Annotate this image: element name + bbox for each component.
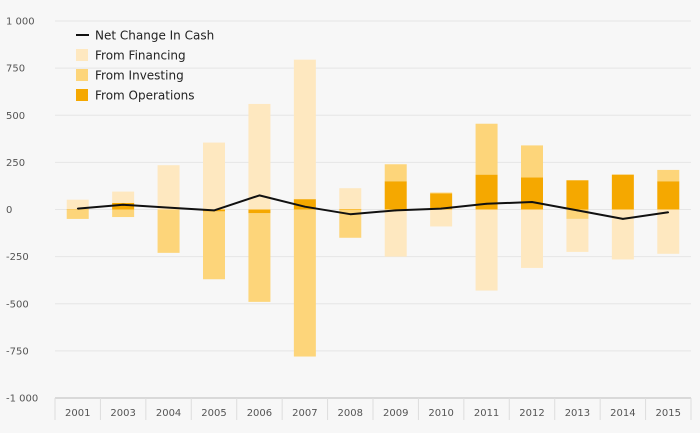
bar-from-investing — [521, 145, 543, 178]
x-tick-label: 2009 — [383, 408, 408, 419]
legend-swatch — [76, 69, 88, 81]
y-tick-label: 500 — [6, 111, 25, 122]
x-tick-label: 2011 — [474, 408, 499, 419]
bar-from-financing — [293, 59, 316, 200]
legend-swatch — [76, 49, 88, 61]
bar-from-investing — [657, 169, 680, 182]
bar-from-operations — [521, 177, 543, 210]
bar-from-investing — [384, 164, 407, 182]
bar-from-financing — [430, 209, 453, 227]
bar-from-financing — [339, 188, 362, 209]
x-tick-label: 2007 — [292, 408, 317, 419]
bar-from-operations — [66, 209, 89, 210]
bar-from-investing — [112, 209, 135, 218]
bar-from-investing — [203, 211, 225, 280]
x-tick-label: 2006 — [247, 408, 272, 419]
y-tick-label: 1 000 — [6, 17, 35, 28]
y-tick-label: 0 — [6, 205, 12, 216]
legend-label: From Financing — [95, 49, 186, 63]
bar-from-investing — [566, 209, 589, 219]
bar-from-operations — [475, 174, 498, 210]
x-tick-label: 2005 — [201, 408, 226, 419]
net-change-point — [349, 213, 352, 216]
net-change-point — [213, 209, 215, 212]
x-tick-label: 2012 — [519, 408, 544, 419]
net-change-point — [622, 218, 624, 220]
y-tick-label: -750 — [6, 346, 29, 357]
x-tick-label: 2004 — [156, 408, 181, 419]
bar-from-operations — [293, 199, 316, 210]
legend-label: Net Change In Cash — [95, 29, 214, 43]
x-tick-label: 2013 — [565, 408, 590, 419]
net-change-point — [122, 203, 124, 206]
bar-from-investing — [430, 192, 453, 194]
net-change-point — [76, 207, 79, 210]
x-tick-label: 2003 — [110, 408, 135, 419]
bar-from-financing — [157, 165, 180, 210]
bar-from-investing — [66, 209, 89, 219]
x-tick-label: 2001 — [65, 408, 90, 419]
bar-from-financing — [657, 209, 680, 254]
net-change-point — [304, 205, 306, 208]
bar-from-operations — [248, 209, 271, 214]
x-tick-label: 2015 — [656, 408, 681, 419]
bar-from-investing — [339, 209, 362, 238]
net-change-line-layer — [76, 194, 670, 220]
y-tick-label: -1 000 — [6, 394, 38, 405]
y-tick-label: -500 — [6, 299, 29, 310]
bar-from-operations — [384, 181, 407, 210]
net-change-point — [485, 203, 488, 205]
bar-from-financing — [611, 209, 634, 260]
net-change-point — [258, 194, 261, 197]
bars — [66, 59, 680, 357]
bar-from-operations — [112, 202, 135, 210]
x-tick-label: 2014 — [610, 408, 635, 419]
y-axis: -1 000 -750 -500 -250 0 250 500 750 1 000 — [6, 17, 38, 405]
bar-from-financing — [66, 199, 89, 210]
bar-from-financing — [521, 209, 543, 268]
legend-label: From Investing — [95, 69, 184, 83]
net-change-line — [77, 194, 669, 220]
net-change-point — [531, 201, 533, 203]
bar-from-investing — [248, 213, 271, 302]
bar-from-financing — [248, 103, 271, 210]
bar-from-operations — [611, 174, 634, 210]
net-change-point — [167, 206, 170, 209]
net-change-point — [576, 209, 579, 212]
legend-swatch — [76, 89, 88, 101]
bar-from-operations — [566, 180, 589, 210]
x-axis: 2001 2003 2004 2005 2006 2007 2008 2009 2010 2011… — [54, 397, 692, 420]
legend-label: From Operations — [95, 89, 195, 103]
y-tick-label: -250 — [6, 252, 29, 263]
bar-from-financing — [384, 209, 407, 257]
bar-from-operations — [430, 193, 453, 210]
bar-from-financing — [475, 209, 498, 291]
y-tick-label: 750 — [6, 64, 25, 75]
bar-from-investing — [293, 209, 316, 357]
x-tick-label: 2010 — [428, 408, 453, 419]
bar-from-operations — [339, 208, 362, 210]
net-change-point — [667, 211, 670, 214]
bar-from-financing — [112, 191, 135, 203]
bar-from-financing — [566, 218, 589, 252]
bar-from-financing — [203, 142, 225, 210]
bar-from-investing — [475, 123, 498, 175]
net-change-point — [394, 209, 397, 212]
y-tick-label: 250 — [6, 158, 25, 169]
bar-from-investing — [157, 209, 180, 253]
bar-from-operations — [657, 181, 680, 210]
net-change-point — [440, 207, 442, 210]
legend: Net Change In Cash From Financing From Inv… — [76, 29, 214, 103]
x-tick-label: 2008 — [338, 408, 363, 419]
